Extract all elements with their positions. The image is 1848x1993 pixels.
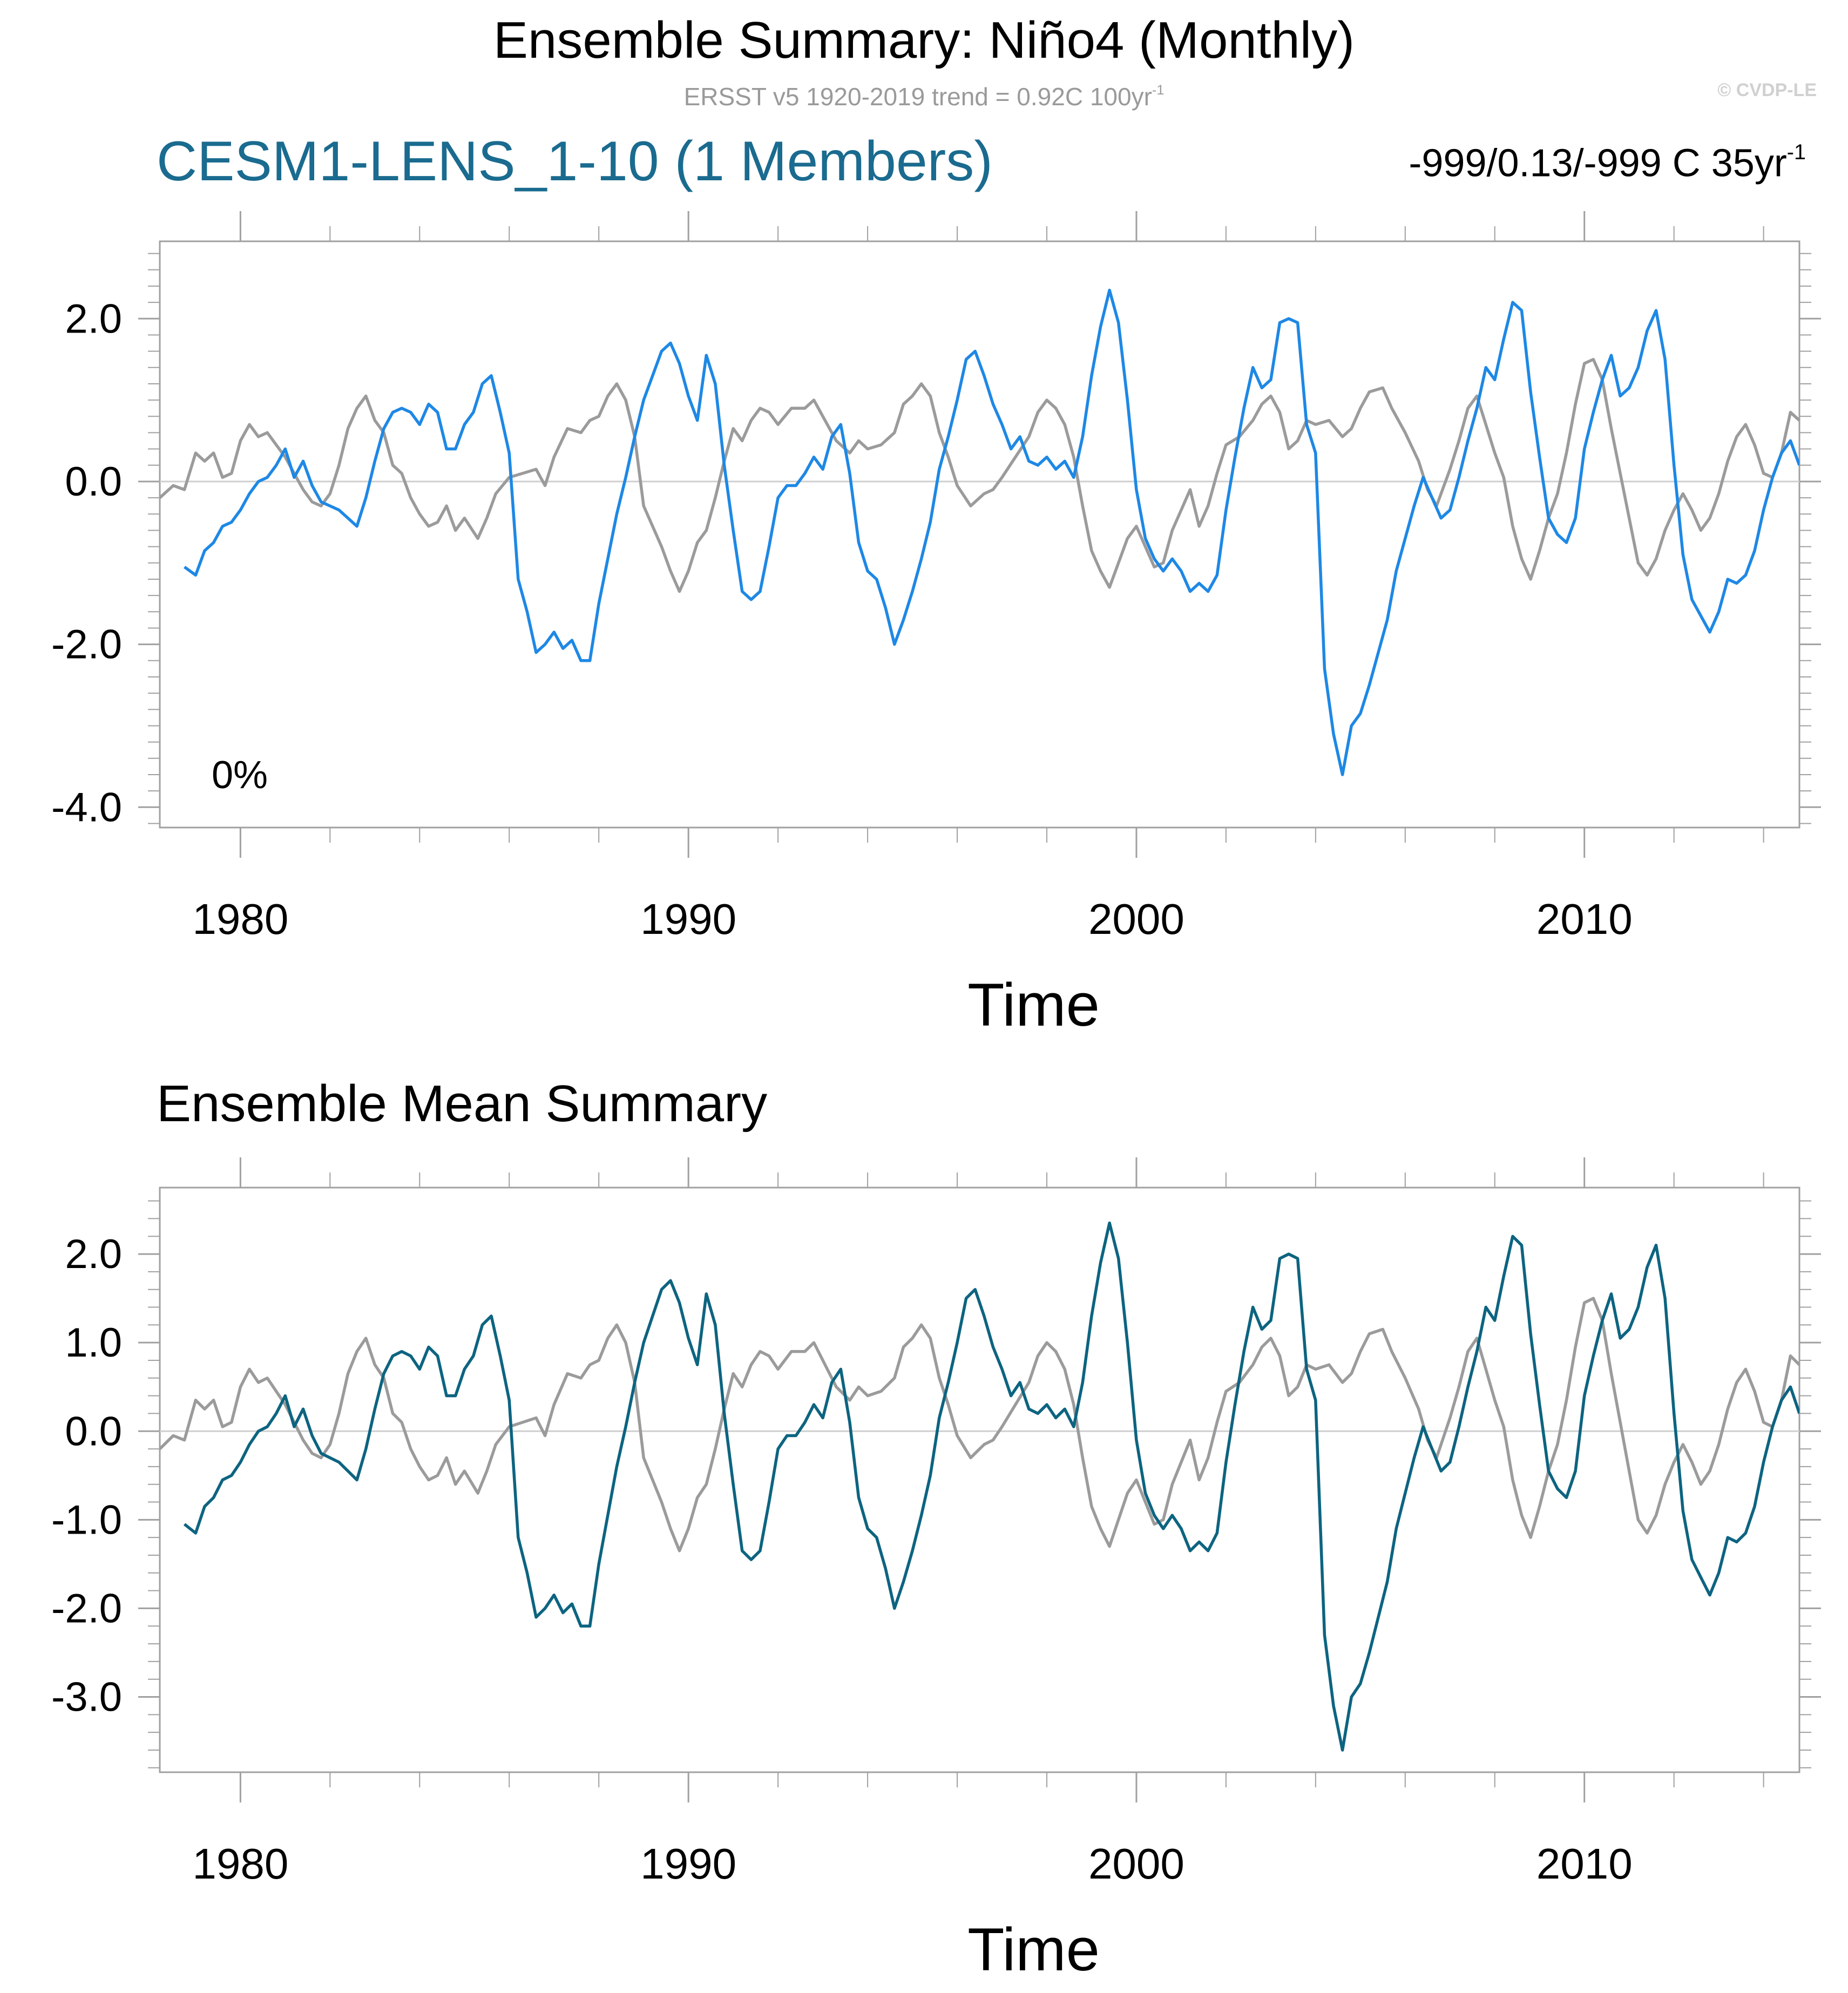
percent-annotation: 0% <box>212 754 268 797</box>
y-tick-label: 2.0 <box>65 296 122 342</box>
copyright-label: © CVDP-LE <box>1717 80 1817 100</box>
trend-label: -999/0.13/-999 C 35yr-1 <box>1409 140 1806 185</box>
y-tick-label: 0.0 <box>65 459 122 505</box>
x-tick-label: 2000 <box>1088 895 1184 943</box>
plot-frame <box>159 1187 1800 1773</box>
plot-frame <box>159 240 1800 829</box>
y-tick-label: -3.0 <box>51 1675 122 1720</box>
y-tick-label: -4.0 <box>51 784 122 830</box>
model-title: CESM1-LENS_1-10 (1 Members) <box>157 130 993 193</box>
y-tick-label: 2.0 <box>65 1231 122 1277</box>
ensemble-mean-chart: -3.0 -2.0 -1.0 0.0 1.0 2.0 1980 1990 2000 2010 Tim… <box>51 1157 1821 1983</box>
member-chart: -4.0 -2.0 0.0 2.0 1980 1990 2000 2010 Time 0% <box>51 211 1821 1039</box>
y-tick-label: -2.0 <box>51 1585 122 1631</box>
series-line-observed <box>160 357 1799 593</box>
series-line-observed <box>160 1297 1799 1553</box>
y-tick-label: 1.0 <box>65 1320 122 1366</box>
x-tick-label: 1990 <box>640 1840 736 1888</box>
x-axis-title: Time <box>967 971 1100 1039</box>
x-tick-label: 1990 <box>640 895 736 943</box>
y-tick-label: 0.0 <box>65 1408 122 1454</box>
x-tick-label: 2000 <box>1088 1840 1184 1888</box>
x-tick-label: 1980 <box>192 895 288 943</box>
x-axis-title: Time <box>967 1916 1100 1983</box>
x-tick-label: 2010 <box>1536 895 1633 943</box>
main-title: Ensemble Summary: Niño4 (Monthly) <box>493 11 1355 69</box>
x-tick-label: 2010 <box>1536 1840 1633 1888</box>
ensemble-mean-title: Ensemble Mean Summary <box>157 1075 768 1133</box>
subtitle: ERSST v5 1920-2019 trend = 0.92C 100yr-1 <box>683 82 1165 111</box>
series-line-mean <box>183 1221 1799 1752</box>
y-tick-label: -2.0 <box>51 622 122 668</box>
y-tick-label: -1.0 <box>51 1497 122 1543</box>
series-line-member <box>183 288 1799 776</box>
x-tick-label: 1980 <box>192 1840 288 1888</box>
